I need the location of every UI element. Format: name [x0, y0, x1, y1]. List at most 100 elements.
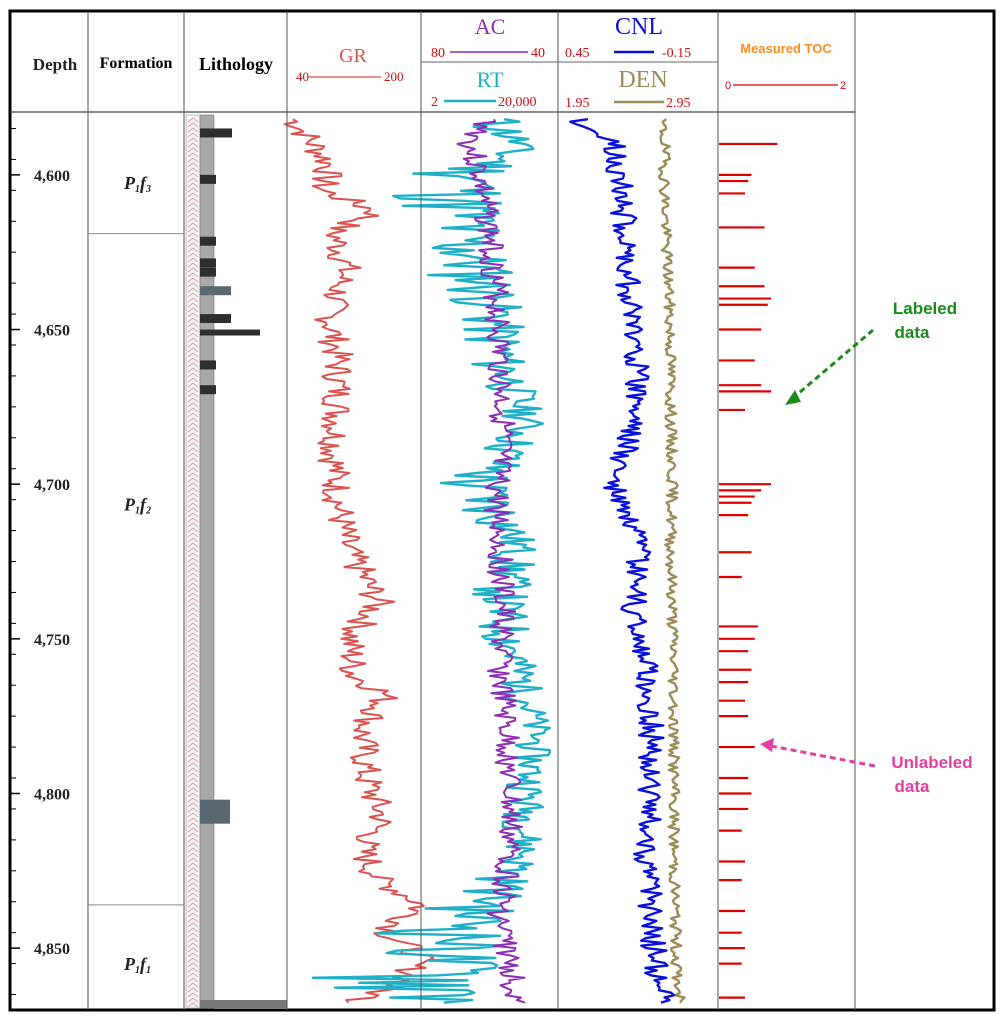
lithology-pattern	[187, 337, 199, 343]
lithology-pattern	[187, 677, 199, 683]
lithology-pattern	[187, 752, 199, 758]
lithology-pattern	[187, 727, 199, 733]
lithology-pattern	[187, 352, 199, 358]
lithology-pattern	[187, 842, 199, 848]
lithology-pattern	[187, 277, 199, 283]
lithology-pattern	[187, 287, 199, 293]
lithology-pattern	[187, 907, 199, 913]
lithology-pattern	[187, 242, 199, 248]
lithology-pattern	[187, 992, 199, 998]
lithology-pattern	[187, 702, 199, 708]
lithology-pattern	[187, 532, 199, 538]
lithology-pattern	[187, 787, 199, 793]
lithology-pattern	[187, 237, 199, 243]
lithology-pattern	[187, 597, 199, 603]
lithology-pattern	[187, 762, 199, 768]
lithology-pattern	[187, 377, 199, 383]
lithology-pattern	[187, 687, 199, 693]
lithology-pattern	[187, 187, 199, 193]
lithology-strip-left	[185, 114, 201, 1009]
lithology-layer	[200, 329, 260, 336]
lithology-pattern	[187, 222, 199, 228]
ac-title: AC	[475, 14, 506, 39]
unlabeled-data-arrow	[770, 744, 876, 768]
lithology-pattern	[187, 622, 199, 628]
lithology-pattern	[187, 497, 199, 503]
lithology-pattern	[187, 392, 199, 398]
lithology-pattern	[187, 232, 199, 238]
depth-tick-label: 4,750	[34, 632, 70, 649]
lithology-pattern	[187, 122, 199, 128]
ac-curve	[456, 118, 526, 1004]
lithology-pattern	[187, 387, 199, 393]
lithology-pattern	[187, 117, 199, 123]
lithology-pattern	[187, 537, 199, 543]
lithology-header: Lithology	[199, 54, 273, 74]
lithology-pattern	[187, 172, 199, 178]
lithology-pattern	[187, 707, 199, 713]
lithology-pattern	[187, 162, 199, 168]
outer-frame	[8, 9, 996, 1012]
lithology-pattern	[187, 577, 199, 583]
lithology-pattern	[187, 852, 199, 858]
lithology-pattern	[187, 382, 199, 388]
den-title: DEN	[618, 67, 667, 93]
gr-min: 40	[296, 69, 309, 84]
lithology-pattern	[187, 322, 199, 328]
lithology-pattern	[187, 227, 199, 233]
lithology-pattern	[187, 192, 199, 198]
lithology-pattern	[187, 632, 199, 638]
lithology-pattern	[187, 292, 199, 298]
lithology-pattern	[187, 272, 199, 278]
lithology-pattern	[187, 922, 199, 928]
lithology-pattern	[187, 817, 199, 823]
lithology-pattern	[187, 372, 199, 378]
ac-max: 40	[531, 46, 545, 61]
lithology-pattern	[187, 167, 199, 173]
lithology-pattern	[187, 182, 199, 188]
lithology-pattern	[187, 487, 199, 493]
lithology-pattern	[187, 527, 199, 533]
lithology-pattern	[187, 422, 199, 428]
lithology-pattern	[187, 362, 199, 368]
lithology-pattern	[187, 327, 199, 333]
lithology-pattern	[187, 217, 199, 223]
labeled-data-text-1: Labeled	[893, 299, 957, 318]
lithology-pattern	[187, 862, 199, 868]
lithology-pattern	[187, 592, 199, 598]
lithology-pattern	[187, 767, 199, 773]
lithology-pattern	[187, 567, 199, 573]
lithology-pattern	[187, 157, 199, 163]
lithology-pattern	[187, 442, 199, 448]
lithology-pattern	[187, 812, 199, 818]
lithology-pattern	[187, 962, 199, 968]
lithology-layer	[200, 258, 216, 268]
lithology-pattern	[187, 612, 199, 618]
lithology-pattern	[187, 317, 199, 323]
formation-label: P1f3	[123, 173, 151, 195]
labeled-data-text-2: data	[895, 323, 931, 342]
depth-header: Depth	[33, 55, 78, 74]
lithology-pattern	[187, 792, 199, 798]
lithology-column	[185, 114, 287, 1009]
cnl-max: -0.15	[662, 46, 691, 61]
lithology-pattern	[187, 407, 199, 413]
lithology-pattern	[187, 952, 199, 958]
lithology-pattern	[187, 667, 199, 673]
lithology-pattern	[187, 477, 199, 483]
lithology-layer	[200, 314, 231, 324]
lithology-pattern	[187, 562, 199, 568]
lithology-pattern	[187, 582, 199, 588]
lithology-pattern	[187, 982, 199, 988]
lithology-pattern	[187, 427, 199, 433]
lithology-pattern	[187, 307, 199, 313]
lithology-pattern	[187, 912, 199, 918]
lithology-pattern	[187, 177, 199, 183]
lithology-pattern	[187, 947, 199, 953]
lithology-pattern	[187, 827, 199, 833]
toc-min: 0	[725, 80, 731, 92]
lithology-pattern	[187, 802, 199, 808]
lithology-pattern	[187, 212, 199, 218]
gr-max: 200	[384, 69, 404, 84]
